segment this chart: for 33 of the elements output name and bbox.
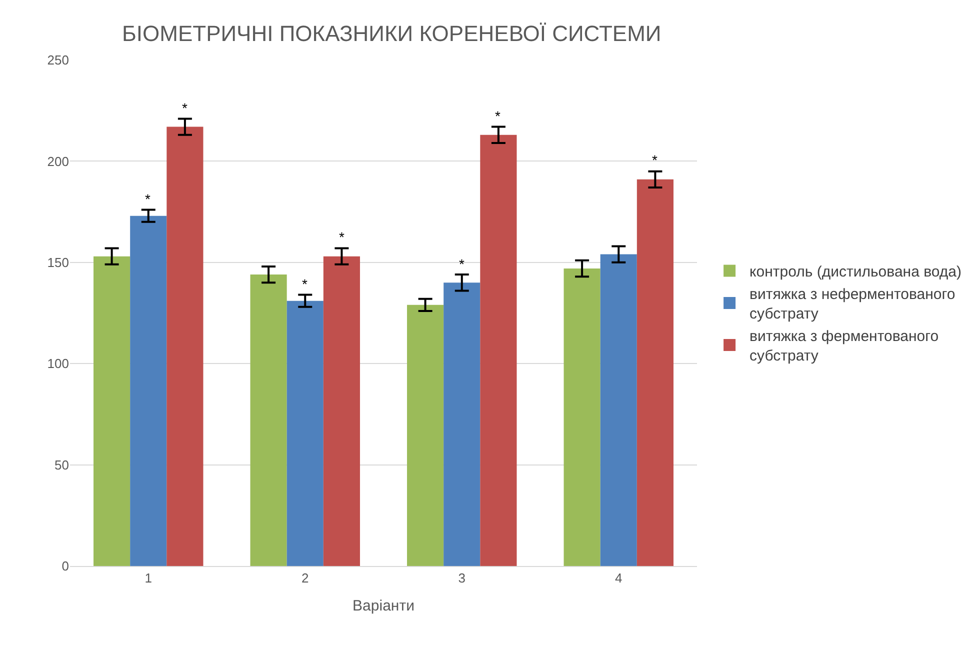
data-label: * — [182, 100, 188, 116]
x-tick-label: 2 — [302, 570, 309, 586]
legend-label: витяжка з ферментованого субстрату — [750, 328, 939, 365]
x-tick-label: 1 — [144, 570, 152, 586]
x-tick-label: 3 — [458, 570, 466, 586]
data-label: * — [145, 191, 151, 207]
x-tick-label: 4 — [615, 570, 622, 586]
bar — [286, 300, 324, 566]
data-label: * — [495, 108, 501, 124]
bar — [444, 282, 480, 566]
bar — [323, 256, 360, 566]
y-tick-label: 250 — [47, 52, 69, 68]
y-tick-label: 150 — [47, 254, 69, 270]
bar — [480, 134, 517, 566]
legend-label: контроль (дистильована вода) — [750, 264, 962, 281]
bar — [130, 216, 167, 566]
bar — [94, 256, 130, 566]
bar — [636, 179, 674, 566]
bar — [600, 254, 637, 566]
chart-title: БІОМЕТРИЧНІ ПОКАЗНИКИ КОРЕНЕВОЇ СИСТЕМИ — [122, 21, 662, 46]
bar — [564, 268, 600, 566]
bar — [250, 274, 287, 566]
data-label: * — [652, 152, 658, 168]
y-tick-label: 200 — [47, 154, 69, 169]
y-tick-label: 50 — [54, 457, 69, 472]
bar — [407, 304, 444, 566]
y-tick-label: 100 — [47, 356, 69, 372]
data-label: * — [459, 256, 465, 272]
data-label: * — [302, 276, 308, 292]
bar — [166, 126, 204, 566]
x-axis-title: Варіанти — [352, 598, 414, 615]
data-label: * — [339, 229, 345, 245]
y-tick-label: 0 — [62, 558, 69, 574]
